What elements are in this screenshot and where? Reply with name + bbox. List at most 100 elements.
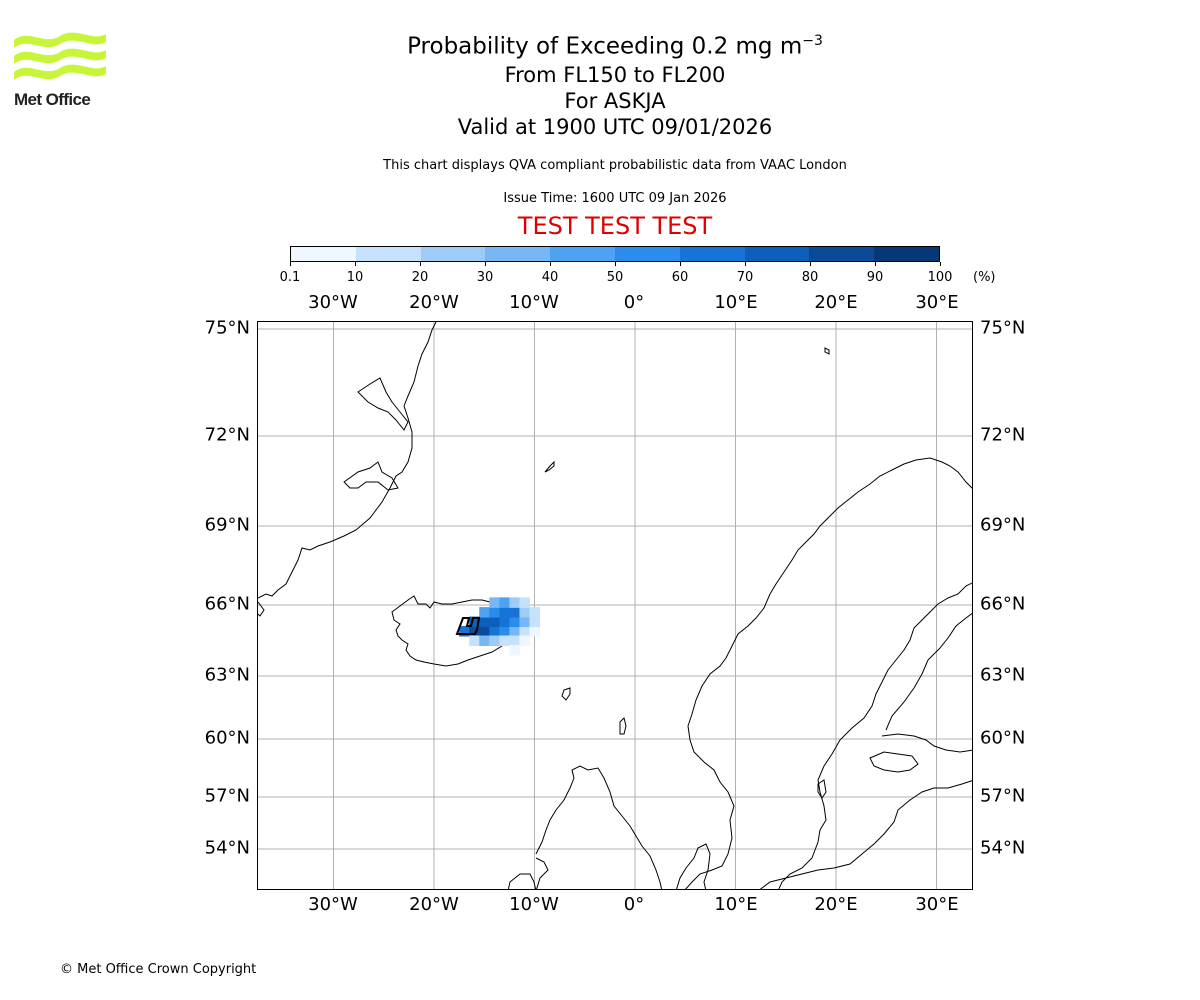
title-unit-exponent: −3 bbox=[802, 33, 823, 49]
title-valid-time: Valid at 1900 UTC 09/01/2026 bbox=[457, 114, 773, 139]
longitude-label-bottom: 20°W bbox=[409, 894, 459, 915]
colorbar-tick-label: 10 bbox=[346, 270, 364, 285]
plume-cell bbox=[499, 616, 510, 628]
plume-cell bbox=[479, 607, 490, 618]
estonia bbox=[869, 751, 919, 773]
longitude-label-top: 20°E bbox=[814, 292, 858, 313]
plume-cell bbox=[489, 616, 500, 628]
colorbar-segment bbox=[485, 247, 551, 261]
title-line-1: Probability of Exceeding 0.2 mg m−3 bbox=[315, 26, 915, 62]
colorbar-segment bbox=[744, 247, 810, 261]
colorbar-segment bbox=[550, 247, 615, 261]
latitude-label-left: 63°N bbox=[204, 664, 250, 686]
colorbar-segment bbox=[291, 247, 356, 261]
latitude-label-right: 75°N bbox=[980, 317, 1026, 339]
latitude-label-right: 57°N bbox=[980, 785, 1026, 807]
title-probability: Probability of Exceeding 0.2 mg m bbox=[407, 33, 803, 60]
plume-cell bbox=[509, 644, 520, 656]
longitude-label-top: 30°E bbox=[915, 292, 959, 313]
colorbar-tick-mark bbox=[419, 262, 421, 266]
faroe-islands bbox=[561, 687, 571, 701]
colorbar-tick-mark bbox=[744, 262, 746, 266]
greenland-coast-edge bbox=[258, 601, 265, 617]
plume-cell bbox=[499, 607, 510, 618]
colorbar-tick-mark bbox=[679, 262, 681, 266]
greenland-fjord-1 bbox=[343, 461, 399, 491]
plume-cell bbox=[519, 626, 530, 637]
colorbar-tick-mark bbox=[289, 262, 291, 266]
met-office-logo-text: Met Office bbox=[14, 90, 91, 109]
jan-mayen bbox=[544, 460, 555, 473]
colorbar-tick-label: 60 bbox=[671, 270, 689, 285]
longitude-label-top: 20°W bbox=[409, 292, 459, 313]
latitude-label-right: 72°N bbox=[980, 424, 1026, 446]
title-volcano: For ASKJA bbox=[564, 88, 666, 113]
plume-cell bbox=[499, 626, 510, 637]
uk-west bbox=[535, 857, 549, 889]
plume-cell bbox=[479, 626, 490, 637]
sweden-baltic bbox=[778, 582, 972, 889]
met-office-wave-logo-icon bbox=[14, 32, 106, 80]
copyright-notice: © Met Office Crown Copyright bbox=[60, 962, 257, 977]
colorbar-tick-label: 80 bbox=[801, 270, 819, 285]
plume-cell bbox=[489, 607, 500, 618]
latitude-label-left: 57°N bbox=[204, 785, 250, 807]
coastlines bbox=[258, 322, 972, 889]
plume-cell bbox=[479, 635, 490, 646]
latitude-label-right: 69°N bbox=[980, 514, 1026, 536]
colorbar-tick-mark bbox=[354, 262, 356, 266]
plume-cell bbox=[499, 635, 510, 646]
map-area[interactable] bbox=[257, 321, 973, 890]
plume-cell bbox=[529, 626, 540, 637]
latitude-label-left: 54°N bbox=[204, 837, 250, 859]
plume-cell bbox=[489, 635, 500, 646]
denmark bbox=[676, 843, 711, 889]
issue-time: Issue Time: 1600 UTC 09 Jan 2026 bbox=[503, 191, 727, 206]
colorbar-segment bbox=[809, 247, 875, 261]
latitude-label-right: 54°N bbox=[980, 837, 1026, 859]
ireland bbox=[507, 873, 537, 889]
plume-cell bbox=[529, 616, 540, 628]
colorbar-tick-label: 30 bbox=[476, 270, 494, 285]
longitude-label-bottom: 30°E bbox=[915, 894, 959, 915]
norway bbox=[685, 457, 972, 889]
map-canvas bbox=[258, 322, 972, 889]
chart-title: Probability of Exceeding 0.2 mg m−3 From… bbox=[315, 26, 915, 140]
colorbar-tick-mark bbox=[809, 262, 811, 266]
colorbar-tick-mark bbox=[614, 262, 616, 266]
plume-cell bbox=[519, 635, 530, 646]
finland-bothnia bbox=[885, 612, 972, 731]
longitude-label-bottom: 10°E bbox=[714, 894, 758, 915]
colorbar-segment bbox=[355, 247, 421, 261]
plume-cell bbox=[519, 597, 530, 608]
colorbar-tick-label: 50 bbox=[606, 270, 624, 285]
longitude-label-bottom: 10°W bbox=[509, 894, 559, 915]
plume-cell bbox=[509, 597, 520, 608]
plume-cell bbox=[459, 626, 470, 637]
longitude-label-top: 10°E bbox=[714, 292, 758, 313]
plume-cell bbox=[519, 607, 530, 618]
latitude-label-right: 66°N bbox=[980, 593, 1026, 615]
plume-cell bbox=[509, 635, 520, 646]
latitude-label-left: 69°N bbox=[204, 514, 250, 536]
plume-cell bbox=[489, 597, 500, 608]
plume-cell bbox=[469, 635, 480, 646]
probability-colorbar bbox=[290, 246, 940, 262]
gotland bbox=[817, 779, 827, 799]
colorbar-tick-mark bbox=[549, 262, 551, 266]
plume-cell bbox=[479, 616, 490, 628]
colorbar-tick-label: 70 bbox=[736, 270, 754, 285]
colorbar-unit: (%) bbox=[973, 270, 996, 285]
longitude-label-bottom: 30°W bbox=[308, 894, 358, 915]
latitude-label-left: 60°N bbox=[204, 727, 250, 749]
greenland-coast bbox=[258, 322, 437, 599]
plume-cell bbox=[509, 616, 520, 628]
colorbar-tick-label: 100 bbox=[927, 270, 953, 285]
longitude-label-bottom: 20°E bbox=[814, 894, 858, 915]
greenland-fjord-2 bbox=[357, 377, 409, 431]
shetland bbox=[619, 717, 627, 735]
longitude-label-bottom: 0° bbox=[623, 894, 645, 915]
finland bbox=[881, 733, 972, 753]
colorbar-segment bbox=[614, 247, 680, 261]
plume-cell bbox=[469, 616, 480, 628]
